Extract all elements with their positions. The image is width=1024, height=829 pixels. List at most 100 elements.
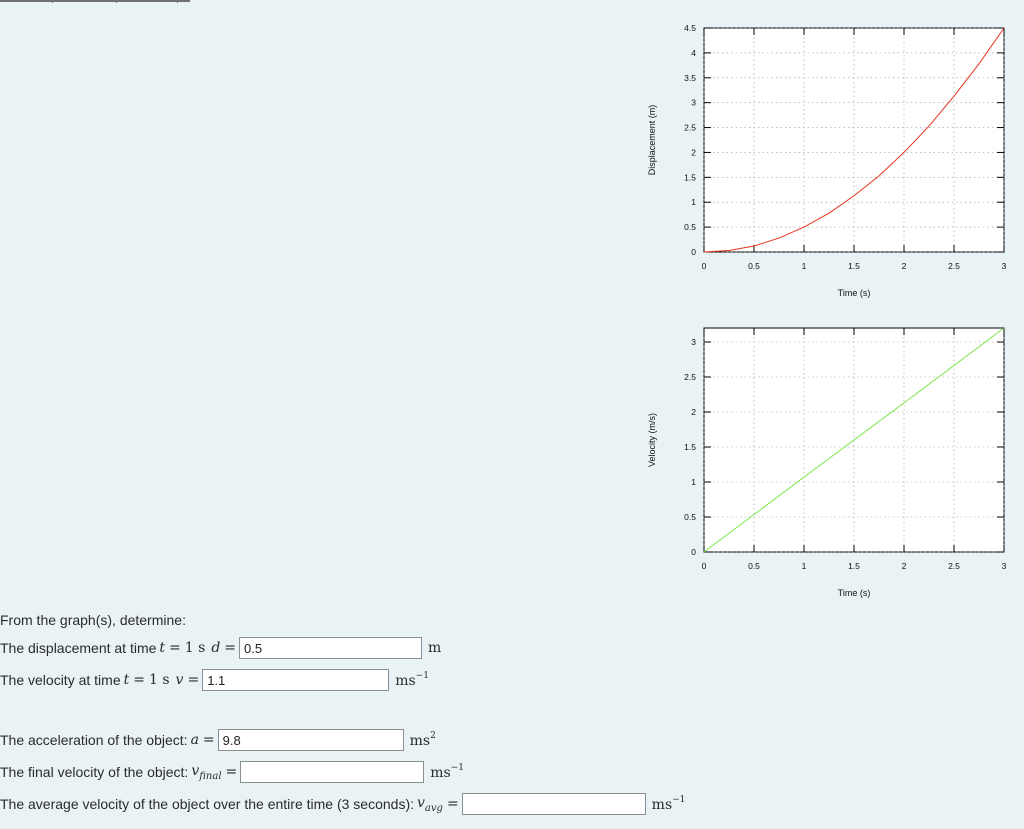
cropped-axis-tick: [52, 0, 53, 3]
displacement-series-line: [703, 27, 1005, 253]
y-tick-labels: 0 0.5 1 1.5 2 2.5 3 3.5 4 4.5: [684, 23, 696, 257]
velocity-variable: v: [175, 672, 184, 688]
average-velocity-variable: vavg: [417, 795, 443, 814]
equals-sign: =: [133, 672, 145, 688]
x-tick-label: 0.5: [748, 561, 760, 571]
unit-exponent: −1: [450, 763, 465, 773]
displacement-answer-input[interactable]: [239, 637, 423, 659]
y-tick-label: 3: [691, 337, 696, 347]
unit-exponent: −1: [415, 671, 429, 681]
question-prefix: The acceleration of the object:: [0, 732, 188, 748]
acceleration-variable: a: [190, 732, 199, 748]
final-velocity-variable: vfinal: [191, 763, 221, 782]
y-tick-label: 1.5: [684, 172, 696, 182]
cropped-chart-axis: [0, 0, 190, 3]
acceleration-answer-input[interactable]: [217, 729, 404, 751]
velocity-question: The velocity at time t = 1 s v = ms−1: [0, 669, 429, 691]
y-tick-label: 3.5: [684, 73, 696, 83]
time-variable: t: [123, 672, 130, 688]
variable-subscript: avg: [424, 802, 443, 814]
y-axis-label: Velocity (m/s): [647, 413, 657, 467]
question-block: From the graph(s), determine: The displa…: [0, 610, 720, 829]
question-prefix: The displacement at time: [0, 640, 157, 656]
equals-sign: =: [224, 640, 237, 656]
y-tick-label: 0.5: [684, 222, 696, 232]
x-tick-label: 1.5: [848, 261, 860, 271]
velocity-chart: 0 0.5 1 1.5 2 2.5 3 0 0.5 1 1.5 2 2.5 3 Time (s) Vel…: [647, 327, 1007, 598]
displacement-question: The displacement at time t = 1 s d = m: [0, 637, 441, 659]
equals-sign: =: [202, 732, 215, 748]
x-tick-label: 2: [902, 561, 907, 571]
equals-sign: =: [187, 672, 200, 688]
y-tick-label: 2: [691, 147, 696, 157]
x-tick-label: 2.5: [948, 561, 960, 571]
y-tick-labels: 0 0.5 1 1.5 2 2.5 3: [684, 337, 696, 557]
displacement-chart: 0 0.5 1 1.5 2 2.5 3 0 0.5 1 1.5 2 2.5 3 3.5 4 4.5 Time …: [647, 23, 1007, 298]
equals-sign: =: [446, 796, 459, 812]
x-tick-label: 1: [802, 561, 807, 571]
cropped-axis-tick: [116, 0, 117, 3]
unit-base: ms: [651, 797, 673, 813]
y-tick-label: 2.5: [684, 123, 696, 133]
equals-sign: =: [169, 640, 181, 656]
final-velocity-answer-input[interactable]: [240, 761, 425, 783]
unit-exponent: −1: [672, 795, 686, 805]
x-tick-labels: 0 0.5 1 1.5 2 2.5 3: [702, 261, 1007, 271]
y-tick-label: 4.5: [684, 23, 696, 33]
x-tick-label: 0.5: [748, 261, 760, 271]
y-tick-label: 0: [691, 247, 696, 257]
question-prefix: The average velocity of the object over …: [0, 796, 414, 812]
x-axis-label: Time (s): [838, 588, 871, 598]
average-velocity-unit: ms−1: [652, 795, 686, 813]
x-tick-label: 1: [802, 261, 807, 271]
velocity-answer-input[interactable]: [202, 669, 390, 691]
final-velocity-question: The final velocity of the object: vfinal…: [0, 761, 464, 783]
intro-text-row: From the graph(s), determine:: [0, 612, 186, 628]
y-axis-label: Displacement (m): [647, 105, 657, 176]
y-tick-label: 2: [691, 407, 696, 417]
question-prefix: The final velocity of the object:: [0, 764, 189, 780]
x-tick-label: 3: [1002, 261, 1007, 271]
velocity-unit: ms−1: [395, 671, 429, 689]
unit-base: ms: [409, 733, 431, 749]
acceleration-question: The acceleration of the object: a = ms2: [0, 729, 436, 751]
variable-symbol: v: [191, 762, 200, 779]
question-prefix: The velocity at time: [0, 672, 121, 688]
y-tick-label: 0: [691, 547, 696, 557]
y-tick-label: 1: [691, 197, 696, 207]
tick-marks: [703, 27, 1005, 253]
x-tick-label: 0: [702, 261, 707, 271]
x-tick-label: 2: [902, 261, 907, 271]
unit-base: ms: [395, 673, 416, 689]
y-tick-label: 1.5: [684, 442, 696, 452]
tick-marks: [703, 328, 1005, 553]
equals-sign: =: [225, 764, 238, 780]
x-tick-label: 3: [1002, 561, 1007, 571]
y-tick-label: 4: [691, 48, 696, 58]
y-tick-label: 0.5: [684, 512, 696, 522]
average-velocity-answer-input[interactable]: [461, 793, 646, 815]
x-tick-label: 0: [702, 561, 707, 571]
intro-text: From the graph(s), determine:: [0, 612, 186, 628]
x-axis-label: Time (s): [838, 288, 871, 298]
time-value: 1 s: [184, 640, 206, 656]
x-tick-label: 1.5: [848, 561, 860, 571]
average-velocity-question: The average velocity of the object over …: [0, 793, 685, 815]
y-tick-label: 2.5: [684, 372, 696, 382]
final-velocity-unit: ms−1: [430, 763, 464, 781]
cropped-axis-tick: [177, 0, 178, 3]
displacement-variable: d: [211, 640, 221, 656]
y-tick-label: 3: [691, 98, 696, 108]
acceleration-unit: ms2: [410, 731, 436, 749]
variable-symbol: v: [417, 794, 425, 811]
time-variable: t: [159, 640, 166, 656]
y-tick-label: 1: [691, 477, 696, 487]
x-tick-labels: 0 0.5 1 1.5 2 2.5 3: [702, 561, 1007, 571]
x-tick-label: 2.5: [948, 261, 960, 271]
velocity-series-line: [703, 327, 1005, 553]
variable-subscript: final: [199, 770, 222, 782]
unit-exponent: 2: [430, 731, 436, 741]
displacement-unit: m: [428, 640, 442, 656]
time-value: 1 s: [148, 672, 170, 688]
